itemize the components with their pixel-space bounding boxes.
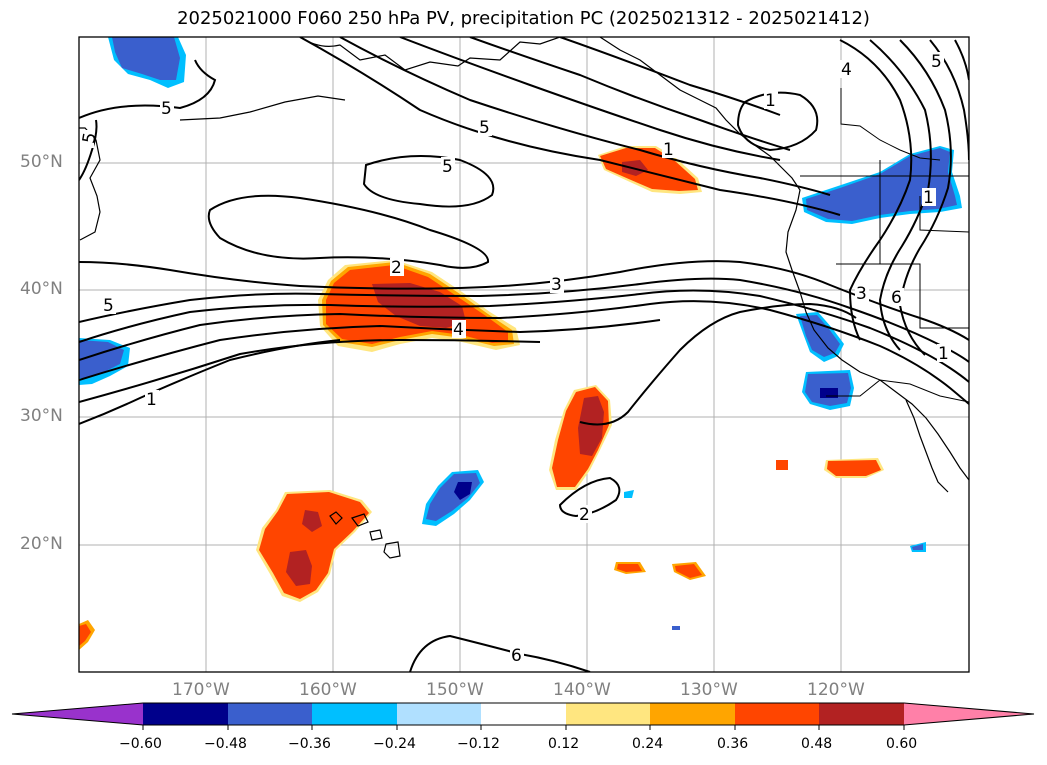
contour-label: 1 <box>765 91 776 111</box>
contour-label: 6 <box>891 288 902 308</box>
contour-line <box>839 39 913 341</box>
colorbar-segment <box>143 703 228 725</box>
precip-positive-patch <box>617 564 642 572</box>
colorbar-segment <box>819 703 904 725</box>
colorbar-tick-label: −0.48 <box>204 736 247 752</box>
precip-positive-patch <box>302 510 322 532</box>
contour-label: 1 <box>938 344 949 364</box>
contour-label: 6 <box>511 646 522 666</box>
contour-line <box>736 91 819 152</box>
contour-label: 3 <box>551 275 562 295</box>
contour-line <box>207 194 489 269</box>
baja-coastline <box>905 399 949 493</box>
contour-line <box>399 37 781 161</box>
precip-negative-patch <box>912 544 923 550</box>
colorbar-tick-label: 0.60 <box>886 736 918 752</box>
colorbar-segment <box>481 703 566 725</box>
lon-label: 130°W <box>680 680 738 700</box>
contour-label: 5 <box>79 131 101 145</box>
contour-label: 2 <box>579 505 590 525</box>
contour-label: 5 <box>931 52 942 72</box>
contour-line <box>362 155 495 208</box>
contour-line <box>339 37 831 196</box>
precip-positive-patch <box>578 396 604 456</box>
lon-label: 160°W <box>299 680 357 700</box>
lon-label: 140°W <box>553 680 611 700</box>
contour-line <box>79 59 217 119</box>
precip-negative-patch <box>454 482 472 500</box>
colorbar-tick-label: 0.12 <box>548 736 580 752</box>
colorbar-segment <box>397 703 481 725</box>
hawaiian-islands <box>329 511 401 559</box>
precip-negative-patch <box>624 490 634 498</box>
contour-label: 3 <box>856 284 867 304</box>
colorbar-tick-label: 0.48 <box>801 736 833 752</box>
border-us-mexico <box>826 379 969 403</box>
precip-positive-patch <box>675 564 702 578</box>
map-title: 2025021000 F060 250 hPa PV, precipitatio… <box>177 8 870 29</box>
lat-label: 50°N <box>20 152 63 172</box>
lon-label: 170°W <box>172 680 230 700</box>
contour-label: 5 <box>479 118 490 138</box>
precip-positive-patch <box>600 148 698 191</box>
precip-positive-patch <box>79 624 91 646</box>
colorbar-tick-label: −0.12 <box>457 736 500 752</box>
contour-label: 1 <box>663 140 674 160</box>
colorbar-tick-label: 0.24 <box>632 736 664 752</box>
contour-line <box>559 37 781 116</box>
colorbar-segment <box>735 703 819 725</box>
contour-label: 2 <box>391 258 402 278</box>
colorbar-segment <box>566 703 650 725</box>
precip-positive-patch <box>286 550 312 586</box>
precip-positive-patch <box>827 460 881 476</box>
gridlines <box>79 37 969 672</box>
lat-label: 30°N <box>20 406 63 426</box>
contour-label: 4 <box>841 60 852 80</box>
contour-label: 5 <box>442 157 453 177</box>
map-area: 5 5 5 5 5 6 2 4 3 1 1 1 1 2 <box>79 37 969 672</box>
precip-negative-patch <box>800 315 840 357</box>
contour-line <box>79 289 969 383</box>
contour-line <box>299 37 841 216</box>
contour-line <box>79 319 661 381</box>
lon-label: 120°W <box>807 680 865 700</box>
contour-label: 5 <box>161 99 172 119</box>
contour-line <box>579 302 857 426</box>
contour-line <box>79 119 98 181</box>
north-america-coastline <box>599 37 969 481</box>
colorbar <box>11 702 1035 730</box>
contour-labels: 5 5 5 5 5 6 2 4 3 1 1 1 1 2 <box>79 52 951 666</box>
lat-label: 20°N <box>20 534 63 554</box>
colorbar-tick-label: 0.36 <box>717 736 749 752</box>
lat-label: 40°N <box>20 279 63 299</box>
colorbar-extend-max <box>904 703 1034 725</box>
contour-line <box>79 339 341 425</box>
colorbar-segment <box>650 703 735 725</box>
contour-label: 1 <box>146 390 157 410</box>
precip-negative-patch <box>672 626 680 630</box>
contour-line <box>79 300 969 405</box>
lon-label: 150°W <box>426 680 484 700</box>
colorbar-extend-min <box>12 703 143 725</box>
contour-label: 1 <box>923 188 934 208</box>
colorbar-tick-label: −0.24 <box>373 736 416 752</box>
precip-negative-patch <box>112 37 180 80</box>
precip-positive-patch <box>776 460 788 470</box>
colorbar-tick-label: −0.60 <box>119 736 162 752</box>
contour-label: 4 <box>453 320 464 340</box>
colorbar-segment <box>312 703 397 725</box>
contour-line <box>558 476 621 518</box>
colorbar-segment <box>228 703 312 725</box>
contour-label: 5 <box>103 296 114 316</box>
map-frame <box>78 36 970 673</box>
colorbar-tick-label: −0.36 <box>288 736 331 752</box>
aleutian-islands <box>179 95 346 121</box>
precip-negative-patch <box>806 148 957 221</box>
contour-line <box>409 634 591 672</box>
border-bc <box>840 88 941 161</box>
